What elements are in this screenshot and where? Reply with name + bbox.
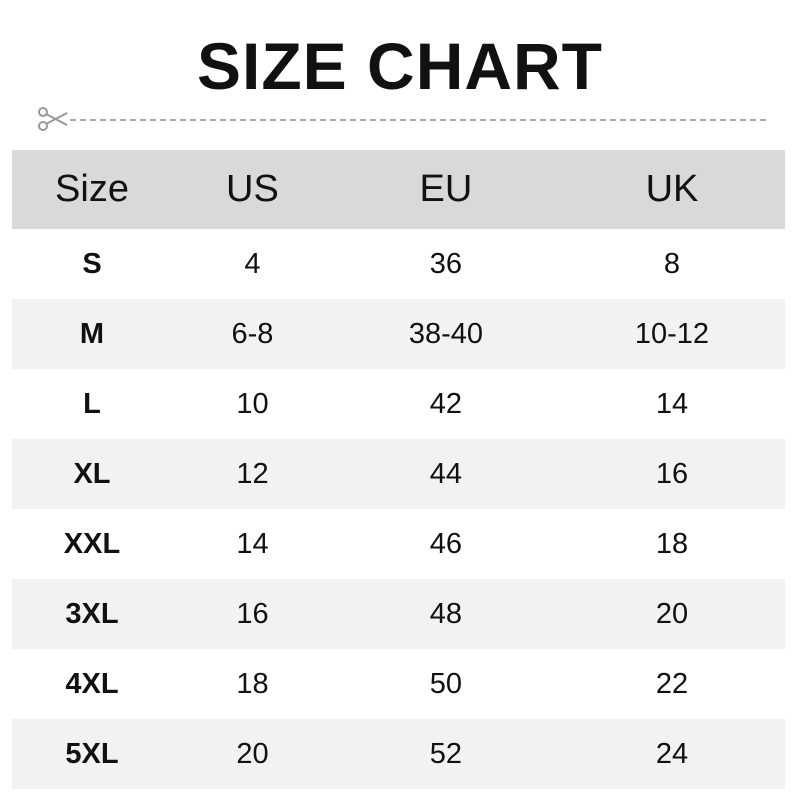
table-cell: 6-8 <box>172 299 333 369</box>
table-cell: 16 <box>558 439 785 509</box>
table-row: XL 12 44 16 <box>12 439 785 509</box>
table-cell: 50 <box>429 667 463 700</box>
table-cell: 14 <box>236 527 269 560</box>
dashed-line <box>70 119 766 121</box>
scissors-icon <box>38 107 68 131</box>
column-header: UK <box>558 150 785 229</box>
size-table: Size US EU UK S 4 36 8 M 6-8 38-40 10-12 L 10 42 14 XL 1… <box>12 150 785 789</box>
table-cell: 46 <box>429 527 463 560</box>
table-cell: 36 <box>429 247 463 280</box>
column-header: US <box>172 150 333 229</box>
table-cell: 48 <box>332 579 559 649</box>
table-cell: 20 <box>172 719 333 789</box>
header-row: Size US EU UK <box>12 150 785 229</box>
page-title: SIZE CHART <box>197 29 603 103</box>
table-cell: XL <box>12 439 172 509</box>
table-cell: XXL <box>63 527 121 560</box>
cut-line <box>36 106 766 132</box>
table-cell: S <box>82 247 102 280</box>
table-cell: 22 <box>655 667 689 700</box>
table-cell: 4XL <box>65 667 119 700</box>
table-row: 5XL 20 52 24 <box>12 719 785 789</box>
table-cell: 10 <box>236 387 269 420</box>
table-row: 3XL 16 48 20 <box>12 579 785 649</box>
table-cell: 52 <box>332 719 559 789</box>
table-cell: 24 <box>558 719 785 789</box>
column-header: Size <box>12 150 172 229</box>
table-cell: 14 <box>655 387 689 420</box>
table-cell: 38-40 <box>332 299 559 369</box>
table-cell: 16 <box>172 579 333 649</box>
table-cell: 8 <box>663 247 681 280</box>
table-cell: 12 <box>172 439 333 509</box>
table-cell: 3XL <box>12 579 172 649</box>
table-row: XXL 14 46 18 <box>12 509 785 579</box>
table-cell: 18 <box>236 667 269 700</box>
table-cell: 18 <box>655 527 689 560</box>
column-header: EU <box>332 150 559 229</box>
table-cell: 44 <box>332 439 559 509</box>
table-cell: 4 <box>244 247 261 280</box>
table-cell: 5XL <box>12 719 172 789</box>
table-row: L 10 42 14 <box>12 369 785 439</box>
table-cell: 10-12 <box>558 299 785 369</box>
table-cell: M <box>12 299 172 369</box>
table-cell: 20 <box>558 579 785 649</box>
table-row: S 4 36 8 <box>12 229 785 299</box>
table-row: 4XL 18 50 22 <box>12 649 785 719</box>
table-row: M 6-8 38-40 10-12 <box>12 299 785 369</box>
table-cell: L <box>83 387 101 420</box>
table-cell: 42 <box>429 387 463 420</box>
